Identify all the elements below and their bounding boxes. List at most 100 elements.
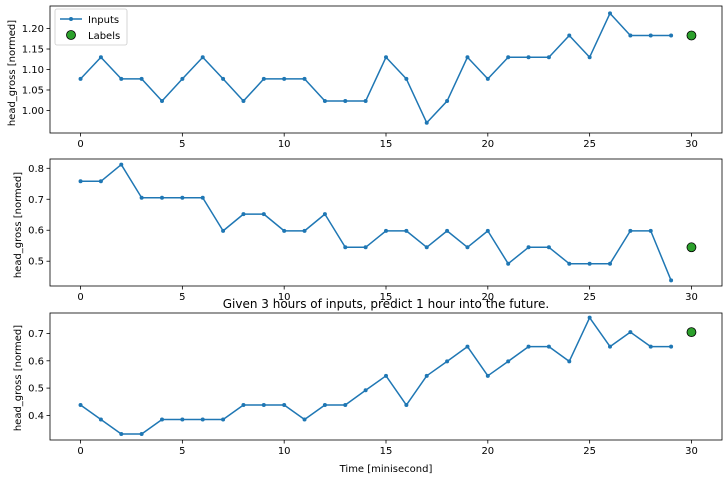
panel-2-input-point: [302, 228, 307, 233]
panel-3-label-point: [686, 327, 697, 338]
panel-3-input-point: [180, 417, 185, 422]
panel-2-input-point: [119, 162, 124, 167]
panel-1-input-point: [160, 99, 164, 104]
panel-2-x-tick-label: 15: [380, 292, 393, 303]
panel-3: head_gross [normed] Time [minisecond] 0 5…: [13, 297, 723, 475]
panel-3-input-point: [608, 344, 612, 349]
panel-1-x-tick-label: 25: [583, 139, 596, 150]
panel-3-input-point: [485, 373, 490, 378]
panel-1-input-point: [669, 33, 674, 38]
panel-3-input-point: [98, 417, 103, 422]
panel-2-input-point: [322, 212, 327, 217]
legend-inputs-text: Inputs: [88, 15, 119, 26]
panel-1-input-point: [506, 55, 511, 60]
panel-2-input-point: [160, 195, 164, 200]
panel-3-input-point: [78, 403, 83, 408]
panel-1-input-point: [221, 76, 226, 81]
panel-3-x-tick-label: 0: [77, 446, 83, 457]
panel-3-x-tick-label: 10: [278, 446, 291, 457]
panel-1-y-tick-label: 1.15: [22, 45, 44, 56]
panel-3-x-tick-label: 30: [685, 446, 698, 457]
panel-3-input-point: [241, 403, 246, 408]
panel-2-input-point: [445, 228, 450, 233]
panel-3-input-point: [404, 403, 409, 408]
panel-2-input-point: [343, 245, 348, 250]
panel-1-label-point: [686, 30, 697, 41]
panel-1-input-point: [648, 33, 653, 38]
panel-2-x-tick-label: 0: [77, 292, 83, 303]
panel-1-input-point: [587, 55, 592, 60]
panel-3-y-tick-label: 0.5: [28, 384, 44, 395]
panel-3-input-point: [567, 359, 572, 364]
panel-3-input-point: [139, 431, 144, 436]
panel-1-input-point: [485, 76, 490, 81]
panel-1-input-point: [445, 99, 450, 104]
panel-2-inputs-line: [80, 163, 672, 281]
panel-1-input-point: [343, 99, 348, 104]
panel-2-input-point: [608, 261, 612, 266]
panel-1-y-tick-label: 1.00: [22, 106, 44, 117]
panel-3-inputs-line: [80, 316, 672, 435]
panel-1-input-point: [322, 99, 327, 104]
panel-2-x-tick-label: 5: [179, 292, 185, 303]
panel-1-inputs-line: [80, 12, 672, 124]
panel-1-input-point: [139, 76, 144, 81]
panel-2-input-point: [648, 228, 653, 233]
panel-1-input-point: [465, 55, 470, 60]
panel-2-input-point: [465, 245, 470, 250]
panel-2-input-point: [587, 261, 592, 266]
panel-2-y-tick-label: 0.6: [28, 226, 44, 237]
panel-2-input-point: [221, 228, 226, 233]
panel-3-input-point: [302, 417, 307, 422]
panel-2-input-point: [282, 228, 287, 233]
panel-1-input-point: [180, 76, 185, 81]
panel-3-input-point: [424, 373, 429, 378]
panel-3-ylabel: head_gross [normed]: [13, 325, 24, 431]
panel-3-input-point: [200, 417, 205, 422]
legend: Inputs Labels: [54, 8, 128, 46]
panel-1-x-tick-label: 5: [179, 139, 185, 150]
panel-1-x-tick-label: 30: [685, 139, 698, 150]
panel-1-input-point: [241, 99, 246, 104]
panel-2-input-point: [180, 195, 185, 200]
panel-1-input-point: [98, 55, 103, 60]
panel-2-x-tick-label: 30: [685, 292, 698, 303]
panel-2-input-point: [526, 245, 531, 250]
panel-1-input-point: [119, 76, 124, 81]
panel-1-input-point: [302, 76, 307, 81]
panel-1-ylabel: head_gross [normed]: [7, 20, 18, 126]
panel-1-input-point: [200, 55, 205, 60]
panel-2-input-point: [669, 278, 674, 283]
panel-2-input-point: [98, 179, 103, 184]
panel-2-x-tick-label: 25: [583, 292, 596, 303]
panel-2-x-tick-label: 20: [481, 292, 494, 303]
panel-2-y-tick-label: 0.8: [28, 164, 44, 175]
panel-2-input-point: [78, 179, 83, 184]
panel-2-input-point: [546, 245, 551, 250]
panel-3-input-point: [384, 373, 388, 378]
panel-3-x-tick-label: 5: [179, 446, 185, 457]
panel-3-y-tick-label: 0.4: [28, 411, 44, 422]
panel-1-x-tick-label: 20: [481, 139, 494, 150]
panel-3-y-tick-label: 0.7: [28, 329, 44, 340]
panel-2-label-point: [686, 242, 697, 253]
panel-2: head_gross [normed] 0 5 10 15 20 25 30 0.5 0.6 0.…: [13, 158, 723, 303]
panel-1-input-point: [261, 76, 266, 81]
panel-3-x-tick-label: 20: [481, 446, 494, 457]
panel-1-input-point: [424, 120, 429, 125]
panel-3-input-point: [465, 344, 470, 349]
panel-1-input-point: [546, 55, 551, 60]
panel-2-input-point: [404, 228, 409, 233]
legend-inputs-marker: [69, 17, 73, 21]
panel-3-input-point: [363, 388, 368, 393]
legend-labels-marker: [66, 30, 76, 40]
legend-labels-text: Labels: [88, 31, 120, 42]
panel-1-input-point: [384, 55, 388, 60]
panel-1-input-point: [567, 33, 572, 38]
panel-3-input-point: [322, 403, 327, 408]
panel-1-x-tick-label: 0: [77, 139, 83, 150]
x-axis-label: Time [minisecond]: [339, 464, 433, 475]
panel-1-input-point: [282, 76, 287, 81]
